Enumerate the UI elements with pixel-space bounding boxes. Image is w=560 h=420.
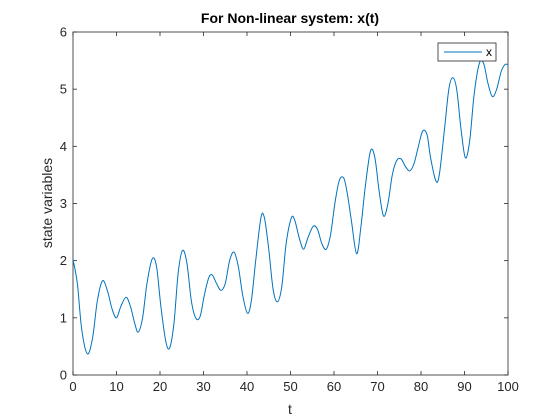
legend-label-x: x [486,45,492,59]
y-tick-label: 0 [60,368,67,383]
x-tick-label: 20 [153,379,167,394]
x-tick-label: 50 [283,379,297,394]
y-tick-label: 3 [60,196,67,211]
x-axis-label: t [288,401,292,417]
x-tick-label: 0 [69,379,76,394]
y-axis-label: state variables [39,158,55,248]
x-tick-label: 90 [457,379,471,394]
x-tick-label: 70 [370,379,384,394]
x-tick-label: 80 [414,379,428,394]
plot-area: 0 10 20 30 40 50 60 70 80 90 100 0 1 2 3 4 5 6 [60,25,519,395]
x-tick-label: 100 [497,379,519,394]
x-tick-label: 10 [109,379,123,394]
y-tick-label: 1 [60,310,67,325]
y-tick-label: 2 [60,253,67,268]
legend: x [437,42,497,62]
y-tick-label: 4 [60,139,67,154]
y-tick-label: 6 [60,25,67,40]
chart-title: For Non-linear system: x(t) [201,10,379,26]
x-tick-label: 40 [240,379,254,394]
series-line-x [72,59,509,355]
x-tick-label: 60 [327,379,341,394]
y-tick-label: 5 [60,82,67,97]
x-tick-label: 30 [196,379,210,394]
